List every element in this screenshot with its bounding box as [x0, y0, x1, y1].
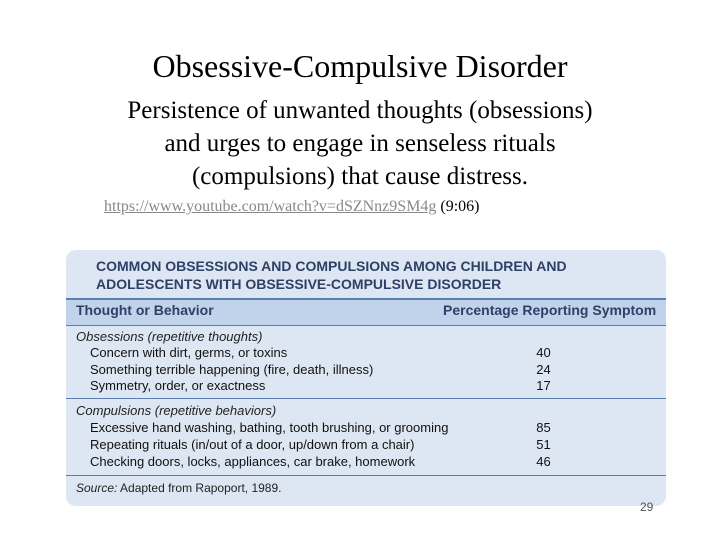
- section-label: Compulsions (repetitive behaviors): [76, 403, 277, 418]
- header-bar: [66, 298, 666, 326]
- link-line: https://www.youtube.com/watch?v=dSZNnz9S…: [104, 198, 480, 216]
- row-label: Checking doors, locks, appliances, car b…: [90, 454, 416, 469]
- body-line: Persistence of unwanted thoughts (obsess…: [127, 97, 593, 124]
- table-title: ADOLESCENTS WITH OBSESSIVE-COMPULSIVE DI…: [96, 276, 502, 292]
- row-label: Excessive hand washing, bathing, tooth b…: [90, 420, 449, 435]
- row-label: Repeating rituals (in/out of a door, up/…: [90, 437, 415, 452]
- section-label: Obsessions (repetitive thoughts): [76, 329, 263, 344]
- slide-title: Obsessive-Compulsive Disorder: [152, 48, 568, 84]
- row-value: 46: [536, 454, 551, 469]
- row-value: 85: [536, 420, 551, 435]
- video-link[interactable]: https://www.youtube.com/watch?v=dSZNnz9S…: [104, 198, 437, 215]
- row-label: Symmetry, order, or exactness: [90, 378, 266, 393]
- body-line: and urges to engage in senseless rituals: [164, 130, 556, 157]
- row-value: 51: [536, 437, 551, 452]
- source-line: Source: Adapted from Rapoport, 1989.: [76, 481, 281, 495]
- column-header: Percentage Reporting Symptom: [443, 302, 657, 318]
- row-label: Concern with dirt, germs, or toxins: [90, 345, 288, 360]
- source-text: Adapted from Rapoport, 1989.: [120, 481, 282, 495]
- page-number: 29: [640, 500, 654, 514]
- body-line: (compulsions) that cause distress.: [191, 163, 529, 190]
- link-note: (9:06): [440, 198, 480, 215]
- separator: [66, 398, 666, 399]
- row-value: 24: [536, 362, 551, 377]
- table-title: COMMON OBSESSIONS AND COMPULSIONS AMONG …: [96, 258, 567, 274]
- row-label: Something terrible happening (fire, deat…: [90, 362, 374, 377]
- row-value: 40: [536, 345, 551, 360]
- row-value: 17: [536, 378, 551, 393]
- table: COMMON OBSESSIONS AND COMPULSIONS AMONG …: [66, 250, 666, 506]
- column-header: Thought or Behavior: [76, 302, 214, 318]
- separator: [66, 475, 666, 476]
- source-label: Source:: [76, 481, 118, 495]
